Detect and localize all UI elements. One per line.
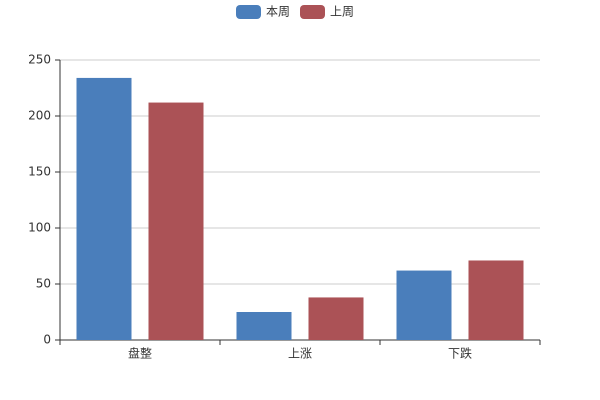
x-tick-label: 盘整 <box>128 346 152 361</box>
bar <box>76 77 132 341</box>
x-tick-label: 下跌 <box>448 346 472 361</box>
y-tick-label: 250 <box>28 53 51 67</box>
y-tick-label: 200 <box>28 109 51 123</box>
y-tick-label: 150 <box>28 165 51 179</box>
legend-swatch[interactable] <box>300 5 325 19</box>
bar <box>308 297 364 340</box>
x-tick-label: 上涨 <box>288 346 312 361</box>
y-tick-label: 0 <box>43 333 51 347</box>
legend-label[interactable]: 本周 <box>266 5 290 19</box>
y-tick-label: 50 <box>36 277 51 291</box>
bar <box>148 102 204 340</box>
legend-swatch[interactable] <box>236 5 261 19</box>
bar <box>468 260 524 340</box>
bar <box>236 312 292 340</box>
y-tick-label: 100 <box>28 221 51 235</box>
bar <box>396 270 452 340</box>
legend-label[interactable]: 上周 <box>330 5 354 19</box>
